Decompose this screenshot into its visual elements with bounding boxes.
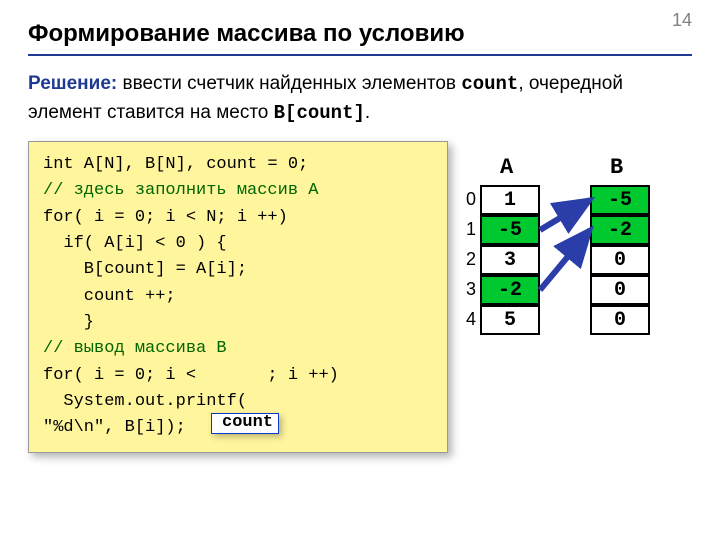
code-line-4: if( A[i] < 0 ) { bbox=[43, 231, 433, 257]
solution-text: Решение: ввести счетчик найденных элемен… bbox=[28, 70, 692, 127]
cell-A: -2 bbox=[480, 275, 540, 305]
code-line-2: // здесь заполнить массив A bbox=[43, 178, 433, 204]
array-index: 2 bbox=[458, 249, 476, 270]
page-title: Формирование массива по условию bbox=[28, 20, 692, 56]
code-block: int A[N], B[N], count = 0; // здесь запо… bbox=[28, 141, 448, 453]
array-index: 4 bbox=[458, 309, 476, 330]
code-line-1: int A[N], B[N], count = 0; bbox=[43, 152, 433, 178]
array-index: 3 bbox=[458, 279, 476, 300]
code-line-3: for( i = 0; i < N; i ++) bbox=[43, 205, 433, 231]
cell-A: 3 bbox=[480, 245, 540, 275]
solution-part3: . bbox=[365, 102, 370, 123]
array-index: 0 bbox=[458, 189, 476, 210]
cell-B: -2 bbox=[590, 215, 650, 245]
solution-label: Решение: bbox=[28, 73, 117, 94]
solution-code2: B[count] bbox=[274, 102, 365, 124]
cell-B: 0 bbox=[590, 305, 650, 335]
solution-code1: count bbox=[461, 73, 518, 95]
page-number: 14 bbox=[672, 10, 692, 31]
cell-B: 0 bbox=[590, 275, 650, 305]
cell-A: -5 bbox=[480, 215, 540, 245]
replace-box: count bbox=[211, 413, 279, 434]
array-A-label: A bbox=[500, 155, 513, 180]
cell-A: 5 bbox=[480, 305, 540, 335]
cell-B: 0 bbox=[590, 245, 650, 275]
array-index: 1 bbox=[458, 219, 476, 240]
array-B-label: B bbox=[610, 155, 623, 180]
code-line-10: System.out.printf( bbox=[43, 389, 433, 415]
code-line-9: for( i = 0; i < ; i ++) bbox=[43, 363, 433, 389]
solution-part1: ввести счетчик найденных элементов bbox=[117, 73, 461, 94]
cell-A: 1 bbox=[480, 185, 540, 215]
code-line-5: B[count] = A[i]; bbox=[43, 257, 433, 283]
code-line-6: count ++; bbox=[43, 284, 433, 310]
code-line-7: } bbox=[43, 310, 433, 336]
cell-B: -5 bbox=[590, 185, 650, 215]
code-line-8: // вывод массива B bbox=[43, 336, 433, 362]
